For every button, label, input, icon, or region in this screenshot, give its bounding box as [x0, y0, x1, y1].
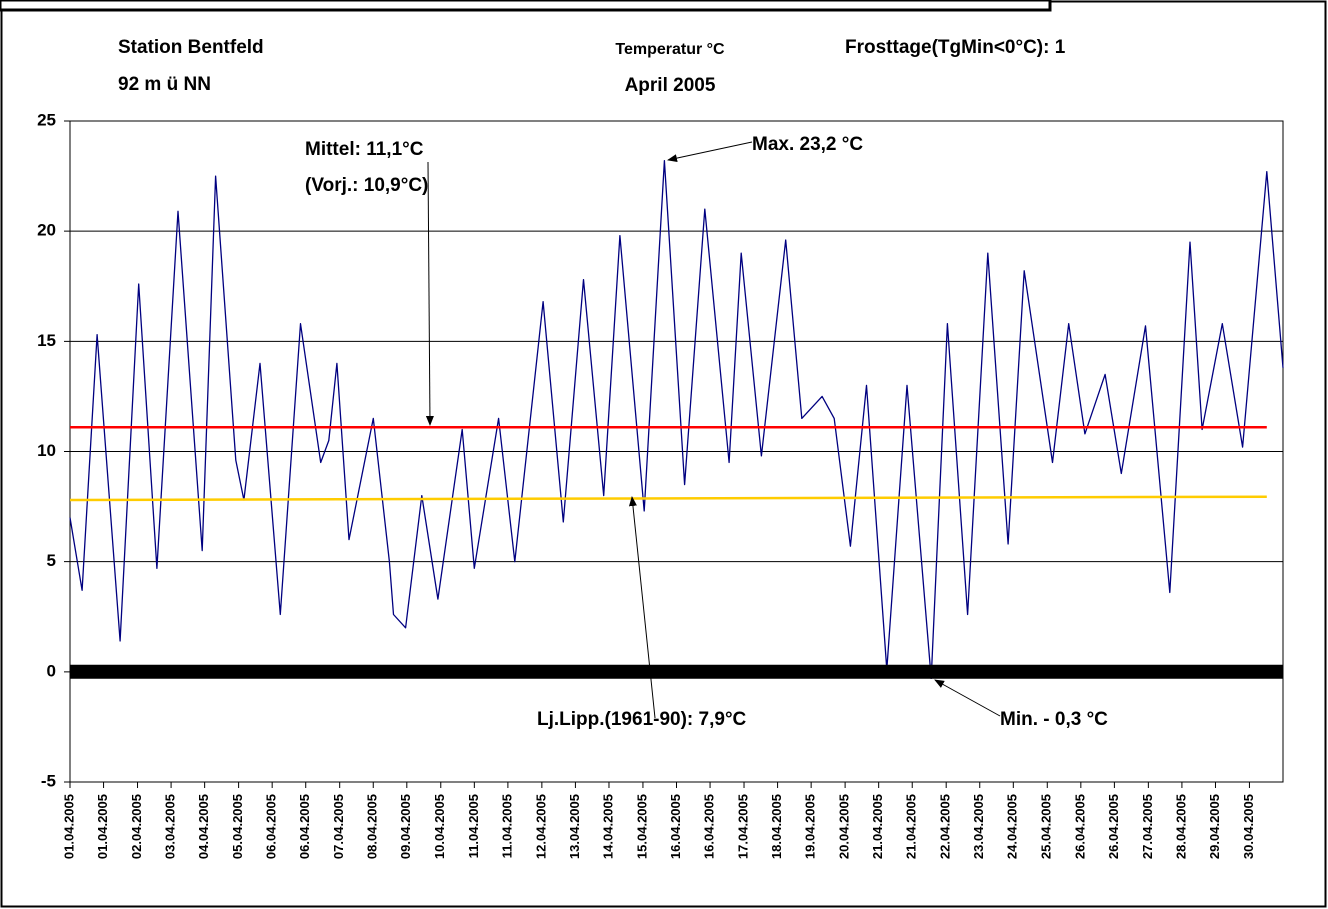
frost-days: Frosttage(TgMin<0°C): 1	[845, 37, 1066, 58]
x-tick-label: 26.04.2005	[1072, 794, 1087, 859]
x-tick-label: 06.04.2005	[297, 794, 312, 859]
x-tick-label: 13.04.2005	[567, 794, 582, 859]
y-tick-label: 15	[37, 331, 56, 350]
annotation: Lj.Lipp.(1961-90): 7,9°C	[537, 709, 747, 730]
x-tick-label: 24.04.2005	[1005, 794, 1020, 859]
y-tick-label: 5	[47, 551, 56, 570]
x-tick-label: 12.04.2005	[533, 794, 548, 859]
x-tick-label: 03.04.2005	[163, 794, 178, 859]
chart-subtitle: April 2005	[625, 75, 716, 96]
x-tick-label: 11.04.2005	[466, 794, 481, 858]
station-height: 92 m ü NN	[118, 74, 211, 95]
y-tick-label: 10	[37, 441, 56, 460]
header-box	[0, 0, 1052, 12]
x-tick-label: 29.04.2005	[1207, 794, 1222, 859]
x-tick-label: 23.04.2005	[971, 794, 986, 859]
x-tick-label: 16.04.2005	[668, 794, 683, 859]
annotation-arrow	[667, 141, 753, 163]
x-tick-label: 28.04.2005	[1173, 794, 1188, 859]
annotation: (Vorj.: 10,9°C)	[305, 175, 428, 196]
series-line	[69, 495, 1267, 502]
annotation-arrow	[425, 161, 434, 426]
y-tick-label: 20	[37, 221, 56, 240]
x-tick-label: 16.04.2005	[701, 794, 716, 859]
x-tick-label: 30.04.2005	[1241, 794, 1256, 859]
x-tick-label: 10.04.2005	[432, 794, 447, 859]
x-tick-label: 21.04.2005	[904, 794, 919, 859]
annotation-arrow	[628, 496, 656, 719]
x-tick-label: 26.04.2005	[1106, 794, 1121, 859]
annotation: Max. 23,2 °C	[752, 134, 863, 155]
x-tick-label: 04.04.2005	[196, 794, 211, 859]
x-tick-label: 19.04.2005	[803, 794, 818, 859]
y-tick-label: -5	[41, 771, 56, 790]
station-name: Station Bentfeld	[118, 37, 264, 58]
x-tick-label: 07.04.2005	[331, 794, 346, 859]
y-tick-label: 25	[37, 110, 56, 129]
y-tick-label: 0	[47, 661, 56, 680]
annotation-arrow	[934, 679, 1001, 717]
x-tick-label: 22.04.2005	[938, 794, 953, 859]
x-tick-label: 09.04.2005	[398, 794, 413, 859]
series-line	[69, 160, 1284, 680]
x-tick-label: 27.04.2005	[1140, 794, 1155, 859]
x-tick-label: 20.04.2005	[837, 794, 852, 859]
x-tick-label: 11.04.2005	[499, 794, 514, 858]
x-tick-label: 01.04.2005	[61, 794, 76, 859]
annotation: Mittel: 11,1°C	[305, 139, 424, 160]
x-tick-label: 17.04.2005	[735, 794, 750, 859]
x-tick-label: 14.04.2005	[600, 794, 615, 859]
x-tick-label: 05.04.2005	[230, 794, 245, 859]
x-tick-label: 15.04.2005	[634, 794, 649, 859]
annotation: Min. - 0,3 °C	[1000, 709, 1108, 730]
x-tick-label: 02.04.2005	[129, 794, 144, 859]
chart-title: Temperatur °C	[615, 41, 725, 58]
x-tick-label: 25.04.2005	[1039, 794, 1054, 859]
x-tick-label: 21.04.2005	[870, 794, 885, 859]
x-tick-label: 08.04.2005	[365, 794, 380, 859]
x-tick-label: 06.04.2005	[264, 794, 279, 859]
x-tick-label: 01.04.2005	[95, 794, 110, 859]
x-tick-label: 18.04.2005	[769, 794, 784, 859]
